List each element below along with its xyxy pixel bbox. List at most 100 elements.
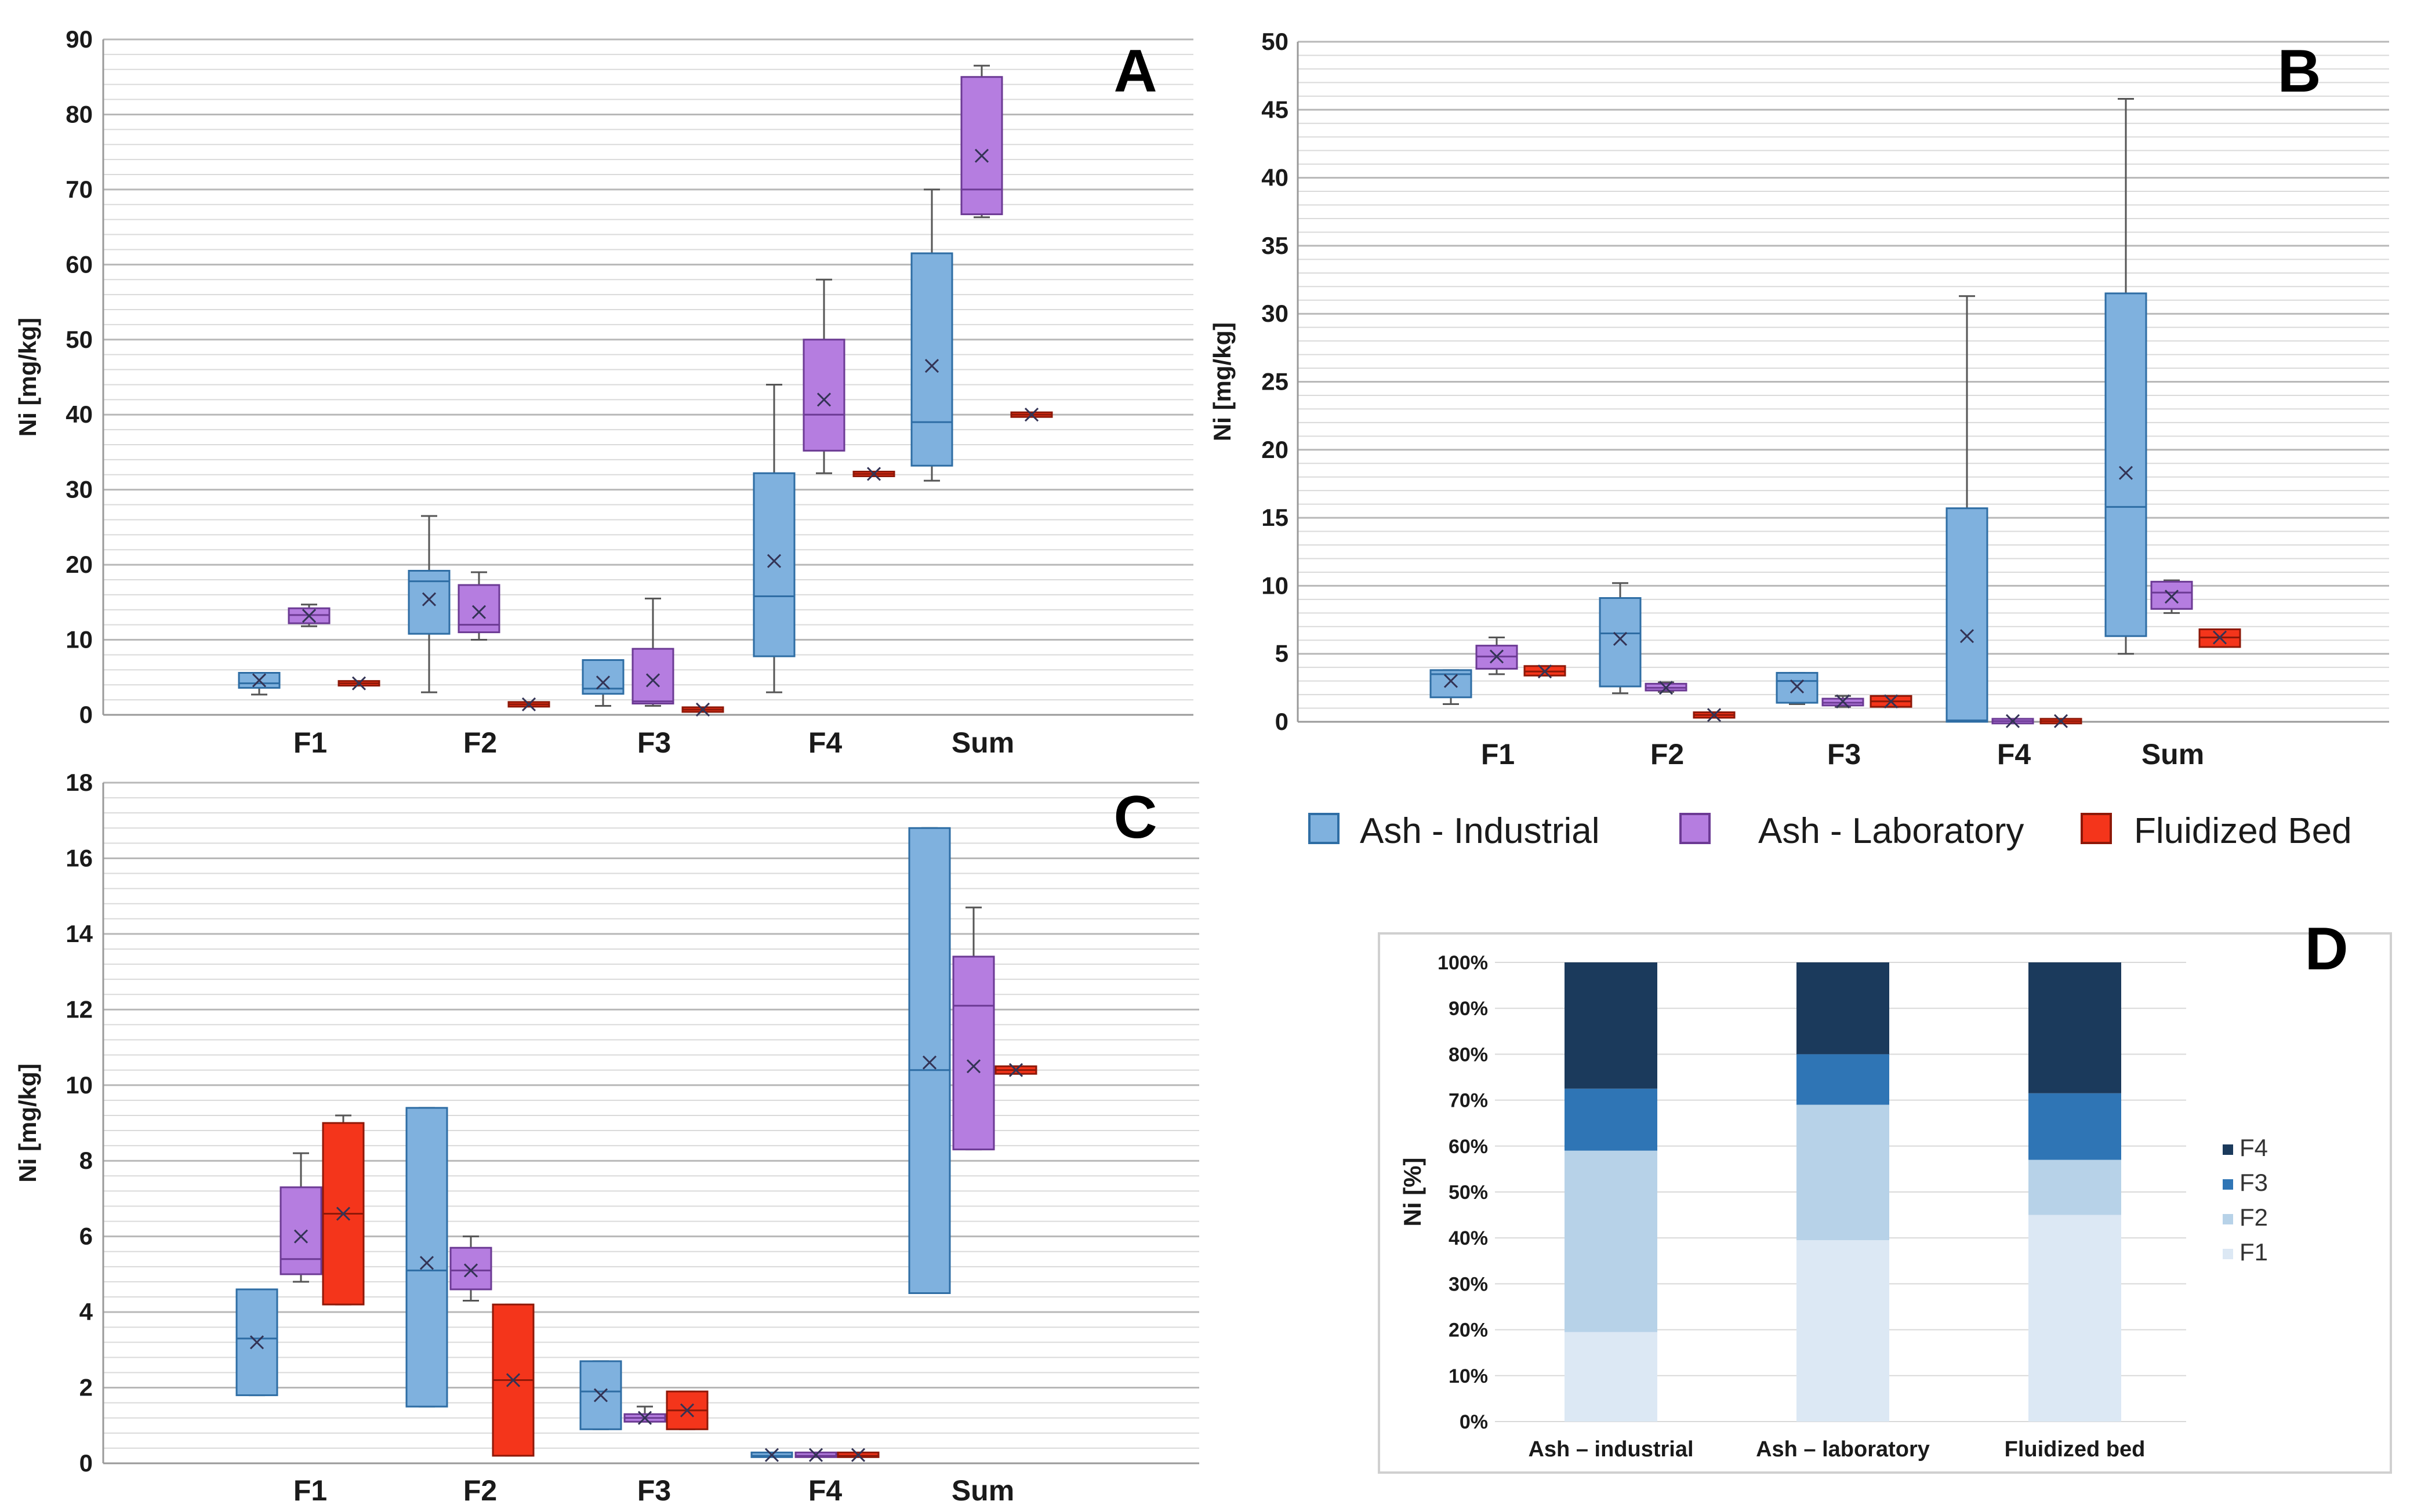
y-tick-label: 10 <box>66 626 93 653</box>
legend-label-f2: F2 <box>2239 1204 2268 1231</box>
y-tick-label: 15 <box>1261 504 1288 531</box>
category-label-d: Ash – laboratory <box>1756 1437 1930 1462</box>
mean-marker-ash-laboratory-f1 <box>302 609 317 623</box>
bar-segment-f1-3 <box>2028 1215 2121 1422</box>
category-label-f1: F1 <box>1481 738 1515 770</box>
panel-letter: C <box>1113 784 1157 851</box>
category-label-f3: F3 <box>637 726 671 759</box>
mean-marker-fluidized-bed-f3 <box>1883 694 1899 708</box>
mean-marker-ash-industrial-f3 <box>596 675 611 690</box>
category-label-d: Ash – industrial <box>1528 1437 1693 1462</box>
category-label-sum: Sum <box>2141 738 2204 770</box>
y-axis-title: Ni [mg/kg] <box>14 1063 41 1182</box>
box-ash-industrial-sum <box>910 252 953 467</box>
mean-marker-ash-laboratory-f2 <box>463 1263 478 1278</box>
box-ash-laboratory-sum <box>2150 580 2193 610</box>
y-tick-label-d: 20% <box>1449 1320 1488 1342</box>
box-ash-laboratory-sum <box>960 76 1003 216</box>
legend-label-f1: F1 <box>2239 1238 2268 1266</box>
category-label-f1: F1 <box>293 1474 327 1507</box>
y-tick-label: 30 <box>1261 300 1288 327</box>
mean-marker-ash-laboratory-f2 <box>471 605 487 619</box>
mean-marker-fluidized-bed-f2 <box>506 1373 521 1387</box>
mean-marker-fluidized-bed-sum <box>1008 1063 1023 1077</box>
box-ash-industrial-f4 <box>753 472 796 657</box>
panel-letter: D <box>2304 915 2348 983</box>
box-ash-industrial-f2 <box>1599 597 1642 688</box>
mean-marker-fluidized-bed-f1 <box>336 1206 351 1221</box>
y-tick-label: 5 <box>1275 640 1288 667</box>
legend-swatch-f4 <box>2223 1144 2233 1155</box>
mean-marker-ash-laboratory-f3 <box>645 673 660 688</box>
y-tick-label-d: 40% <box>1449 1227 1488 1249</box>
mean-marker-fluidized-bed-f3 <box>695 702 710 717</box>
bar-segment-f2-1 <box>1565 1150 1657 1332</box>
y-tick-label-d: 80% <box>1449 1044 1488 1066</box>
mean-marker-ash-laboratory-f3 <box>637 1411 652 1425</box>
y-tick-label: 12 <box>66 995 93 1023</box>
category-label-f4: F4 <box>1997 738 2031 770</box>
panel-a-chart: 0 10 20 30 40 50 60 70 80 90 Ni [mg/kg] F1 F2 F3 F4 Sum… <box>14 26 1193 759</box>
panel-d-chart: 0% 10% 20% 30% 40% 50% 60% 70% 80% 90% 100% Ni [%] A… <box>1378 915 2392 1474</box>
mean-marker-fluidized-bed-f1 <box>351 676 366 690</box>
legend-label-f3: F3 <box>2239 1169 2268 1196</box>
mean-marker-ash-industrial-f4 <box>1959 629 1974 644</box>
mean-marker-ash-industrial-sum <box>922 1055 937 1070</box>
y-tick-label: 8 <box>79 1147 93 1174</box>
mean-marker-ash-laboratory-f4 <box>2005 714 2020 728</box>
mean-marker-ash-industrial-f1 <box>252 673 267 688</box>
y-tick-label-d: 100% <box>1438 952 1488 974</box>
panel-b-chart: 0 5 10 15 20 25 30 35 40 45 50 Ni [mg/kg] F1 F2 F3 F4 Su… <box>1208 28 2389 770</box>
shared-legend: Ash - Industrial Ash - Laboratory Fluidi… <box>1308 811 2352 851</box>
category-label-f2: F2 <box>1650 738 1684 770</box>
bar-segment-f4-2 <box>1796 962 1889 1055</box>
box-ash-laboratory-f3 <box>631 648 674 705</box>
y-tick-label: 35 <box>1261 232 1288 259</box>
mean-marker-fluidized-bed-sum <box>2212 630 2227 645</box>
box-ash-laboratory-f2 <box>449 1246 492 1291</box>
mean-marker-ash-laboratory-f1 <box>293 1229 308 1244</box>
y-tick-label: 2 <box>79 1374 93 1401</box>
mean-marker-fluidized-bed-f3 <box>680 1403 695 1418</box>
mean-marker-ash-industrial-f4 <box>767 554 782 568</box>
category-label-f3: F3 <box>1827 738 1861 770</box>
bar-segment-f4-3 <box>2028 962 2121 1093</box>
y-tick-label: 4 <box>79 1298 93 1325</box>
mean-marker-ash-industrial-f2 <box>1613 631 1628 646</box>
panel-letter: A <box>1113 38 1157 105</box>
y-tick-label: 70 <box>66 176 93 203</box>
box-ash-industrial-sum <box>908 827 951 1295</box>
y-tick-label-d: 90% <box>1449 998 1488 1020</box>
y-tick-label-d: 70% <box>1449 1090 1488 1112</box>
legend-swatch-fluidized <box>2081 813 2112 844</box>
legend-swatch-industrial <box>1308 813 1340 844</box>
mean-marker-fluidized-bed-sum <box>1024 408 1039 422</box>
y-tick-label: 25 <box>1261 368 1288 395</box>
mean-marker-fluidized-bed-f2 <box>521 697 536 711</box>
category-label-f2: F2 <box>463 726 497 759</box>
y-axis-title: Ni [mg/kg] <box>1208 322 1236 441</box>
mean-marker-ash-industrial-f2 <box>419 1256 434 1270</box>
legend-swatch-f3 <box>2223 1179 2233 1190</box>
category-label-f4: F4 <box>808 726 843 759</box>
category-label-f3: F3 <box>637 1474 671 1507</box>
bar-segment-f1-1 <box>1565 1332 1657 1422</box>
mean-marker-fluidized-bed-f4 <box>2053 714 2068 728</box>
mean-marker-fluidized-bed-f1 <box>1537 664 1552 679</box>
bar-segment-f3-3 <box>2028 1093 2121 1160</box>
y-tick-label: 20 <box>1261 436 1288 463</box>
category-label-f4: F4 <box>808 1474 843 1507</box>
category-label-f2: F2 <box>463 1474 497 1507</box>
mean-marker-fluidized-bed-f2 <box>1707 708 1722 722</box>
mean-marker-ash-industrial-f1 <box>249 1335 264 1350</box>
y-tick-label: 50 <box>66 326 93 353</box>
y-tick-label-d: 10% <box>1449 1365 1488 1387</box>
y-tick-label: 40 <box>1261 164 1288 191</box>
y-tick-label: 10 <box>1261 572 1288 599</box>
mean-marker-ash-industrial-sum <box>924 359 939 373</box>
bar-segment-f4-1 <box>1565 962 1657 1089</box>
box-ash-laboratory-sum <box>952 955 995 1151</box>
y-tick-label: 60 <box>66 250 93 278</box>
bar-segment-f3-2 <box>1796 1054 1889 1105</box>
